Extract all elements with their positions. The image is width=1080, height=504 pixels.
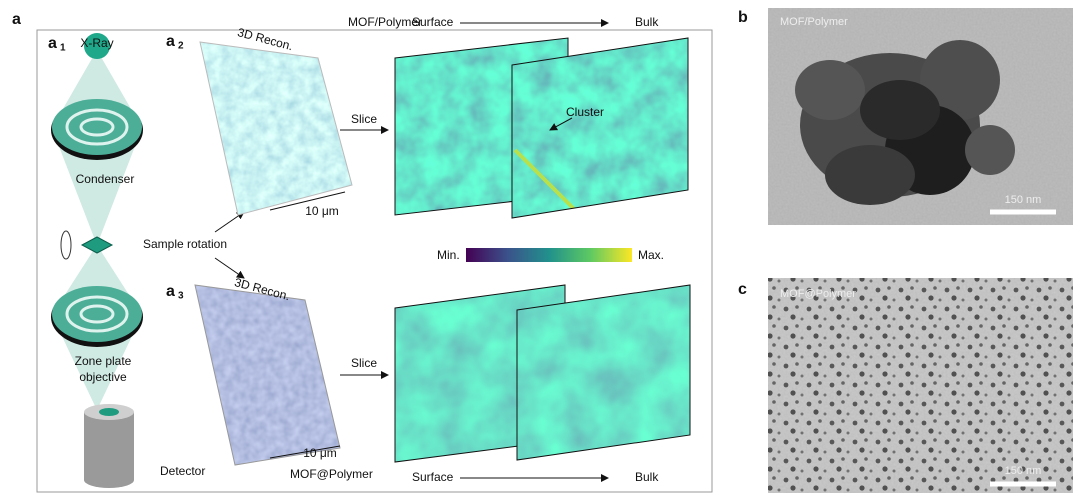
arrow xyxy=(214,257,245,279)
panel-sublabel: 3 xyxy=(178,291,184,302)
image-label: MOF/Polymer xyxy=(780,16,848,28)
detector xyxy=(84,412,134,480)
slice-image xyxy=(512,38,688,218)
volume-render xyxy=(195,285,340,465)
cluster-streak xyxy=(513,148,577,212)
particle xyxy=(860,80,940,140)
panel-frame xyxy=(36,29,713,493)
particle xyxy=(920,40,1000,120)
image-label: MOF@Polymer xyxy=(780,288,856,300)
slice-texture xyxy=(517,285,690,460)
arrow xyxy=(214,211,245,233)
label: Zone plate xyxy=(75,354,132,368)
particle-aggregate xyxy=(795,40,1015,205)
ring xyxy=(65,108,129,146)
slice-edge xyxy=(516,284,691,461)
label: MOF@Polymer xyxy=(290,467,373,481)
volume-edge xyxy=(199,41,353,216)
slice-image xyxy=(517,285,690,460)
colorbar xyxy=(466,248,632,262)
label: Bulk xyxy=(635,470,659,484)
objective xyxy=(52,286,142,342)
label: Sample rotation xyxy=(143,237,227,251)
slice-edge xyxy=(511,37,689,219)
label: Slice xyxy=(351,356,377,370)
label: Bulk xyxy=(635,15,659,29)
volume-texture xyxy=(200,42,352,215)
label: Surface xyxy=(412,470,454,484)
label: Cluster xyxy=(566,105,604,119)
ring xyxy=(79,117,115,137)
colorbar-label: Min. xyxy=(437,248,460,262)
scale-bar xyxy=(269,445,341,459)
panel-sublabel: 2 xyxy=(178,41,184,52)
panel-label: a xyxy=(166,283,175,300)
label: Slice xyxy=(351,112,377,126)
sample xyxy=(80,236,114,254)
label: Condenser xyxy=(76,172,135,186)
label: 10 μm xyxy=(305,204,339,218)
volume-edge xyxy=(194,284,341,466)
label: objective xyxy=(79,370,127,384)
panel-label: b xyxy=(738,9,748,26)
panel-label: a xyxy=(12,11,21,28)
particle xyxy=(825,145,915,205)
panel-label: a xyxy=(48,35,57,52)
scale-bar xyxy=(269,191,346,211)
scale-label: 150 nm xyxy=(1005,194,1042,206)
label: 10 μm xyxy=(303,446,337,460)
slice-texture xyxy=(512,38,688,218)
detector-window xyxy=(99,408,119,416)
panel-label: c xyxy=(738,281,747,298)
arrow xyxy=(549,117,573,131)
particle xyxy=(965,125,1015,175)
label: X-Ray xyxy=(80,36,113,50)
condenser xyxy=(52,99,142,155)
ring xyxy=(65,295,129,333)
panel-label: a xyxy=(166,33,175,50)
volume-texture xyxy=(195,285,340,465)
particle xyxy=(795,60,865,120)
scale-label: 150 nm xyxy=(1005,465,1042,477)
rotation-arrow xyxy=(60,230,72,260)
colorbar-label: Max. xyxy=(638,248,664,262)
label: Detector xyxy=(160,464,205,478)
label: MOF/Polymer xyxy=(348,15,422,29)
panel-sublabel: 1 xyxy=(60,43,66,54)
xray-source xyxy=(84,33,110,59)
volume-render xyxy=(200,42,352,215)
nanoparticles xyxy=(768,278,1073,493)
label: Surface xyxy=(412,15,454,29)
detector xyxy=(84,472,134,488)
ring xyxy=(79,304,115,324)
